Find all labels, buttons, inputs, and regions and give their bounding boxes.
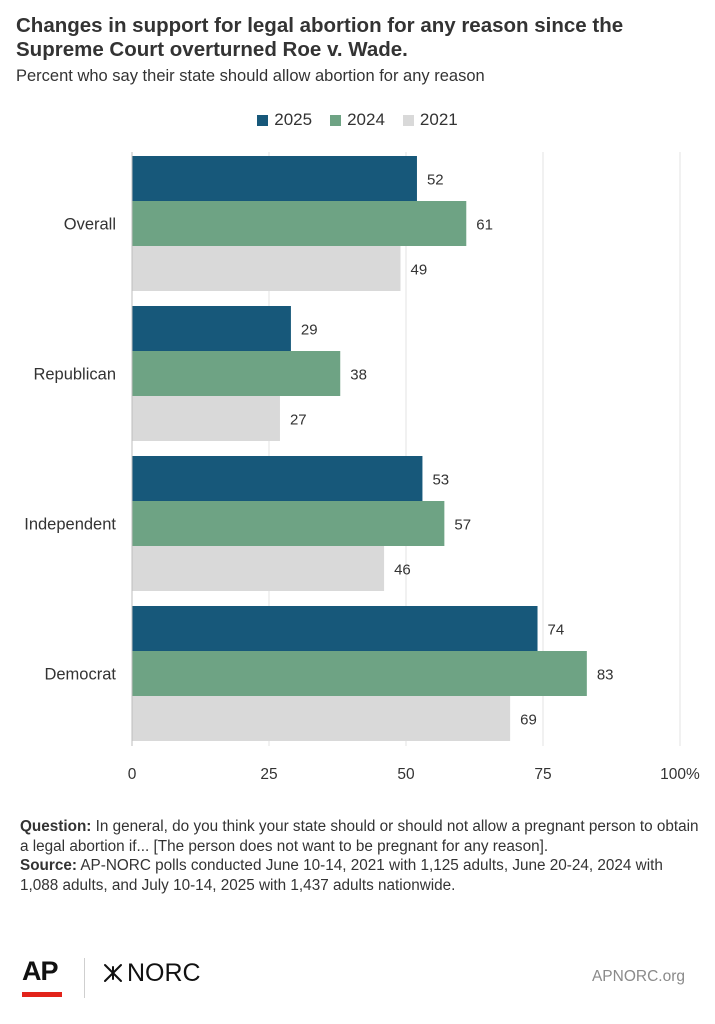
- bar-overall-2025: [132, 156, 417, 201]
- legend-label-2024: 2024: [347, 110, 385, 129]
- data-label-democrat-2021: 69: [520, 712, 537, 729]
- bar-overall-2021: [132, 246, 401, 291]
- bar-republican-2021: [132, 396, 280, 441]
- ap-logo-underline: [22, 992, 62, 997]
- x-tick-label-0: 0: [128, 766, 137, 783]
- bar-democrat-2024: [132, 651, 587, 696]
- data-label-overall-2024: 61: [476, 217, 493, 234]
- data-label-independent-2021: 46: [394, 562, 411, 579]
- ap-logo: AP: [22, 956, 64, 1000]
- data-label-independent-2025: 53: [432, 472, 449, 489]
- legend-item-2021: 2021: [402, 110, 458, 130]
- data-label-democrat-2025: 74: [548, 622, 565, 639]
- chart-notes: Question: In general, do you think your …: [20, 817, 700, 895]
- chart-legend: 2025 2024 2021: [0, 110, 715, 130]
- bar-independent-2025: [132, 456, 423, 501]
- legend-item-2025: 2025: [257, 110, 312, 130]
- question-text: In general, do you think your state shou…: [20, 818, 699, 855]
- question-note: Question: In general, do you think your …: [20, 817, 700, 856]
- data-label-republican-2025: 29: [301, 322, 318, 339]
- bar-independent-2024: [132, 501, 445, 546]
- bar-republican-2024: [132, 351, 341, 396]
- bar-overall-2024: [132, 201, 467, 246]
- legend-swatch-2025: [257, 114, 269, 126]
- x-tick-label-75: 75: [534, 766, 551, 783]
- legend-label-2025: 2025: [274, 110, 313, 129]
- data-label-republican-2024: 38: [350, 367, 367, 384]
- category-label-republican: Republican: [33, 366, 116, 384]
- category-label-overall: Overall: [64, 216, 116, 234]
- chart-title: Changes in support for legal abortion fo…: [16, 14, 624, 61]
- bar-independent-2021: [132, 546, 385, 591]
- data-label-democrat-2024: 83: [597, 667, 614, 684]
- chart-subtitle: Percent who say their state should allow…: [16, 67, 485, 85]
- category-label-independent: Independent: [24, 516, 116, 534]
- source-note: Source: AP-NORC polls conducted June 10-…: [20, 856, 700, 895]
- category-label-democrat: Democrat: [44, 666, 116, 684]
- bar-democrat-2021: [132, 696, 511, 741]
- website-label: APNORC.org: [591, 968, 685, 985]
- source-label: Source:: [20, 857, 77, 874]
- norc-logo: NORC: [102, 958, 201, 988]
- bar-chart: 52 61 49 Overall 29 38 27 Republican 53 57 46 Indep…: [24, 152, 700, 783]
- x-tick-label-100: 100%: [660, 766, 700, 783]
- question-label: Question:: [20, 818, 92, 835]
- footer-divider: [84, 958, 85, 998]
- data-label-overall-2021: 49: [411, 262, 428, 279]
- data-label-overall-2025: 52: [427, 172, 444, 189]
- data-label-republican-2021: 27: [290, 412, 307, 429]
- norc-logo-text: NORC: [127, 959, 201, 987]
- asterisk-cross-icon: [104, 964, 122, 982]
- legend-label-2021: 2021: [419, 110, 458, 129]
- source-text: AP-NORC polls conducted June 10-14, 2021…: [20, 857, 663, 894]
- legend-item-2024: 2024: [330, 110, 385, 130]
- ap-logo-text: AP: [22, 956, 59, 986]
- legend-swatch-2021: [402, 114, 414, 126]
- data-label-independent-2024: 57: [454, 517, 471, 534]
- legend-swatch-2024: [330, 114, 342, 126]
- x-tick-label-50: 50: [397, 766, 415, 783]
- bar-democrat-2025: [132, 606, 538, 651]
- bar-republican-2025: [132, 306, 291, 351]
- x-tick-label-25: 25: [260, 766, 277, 783]
